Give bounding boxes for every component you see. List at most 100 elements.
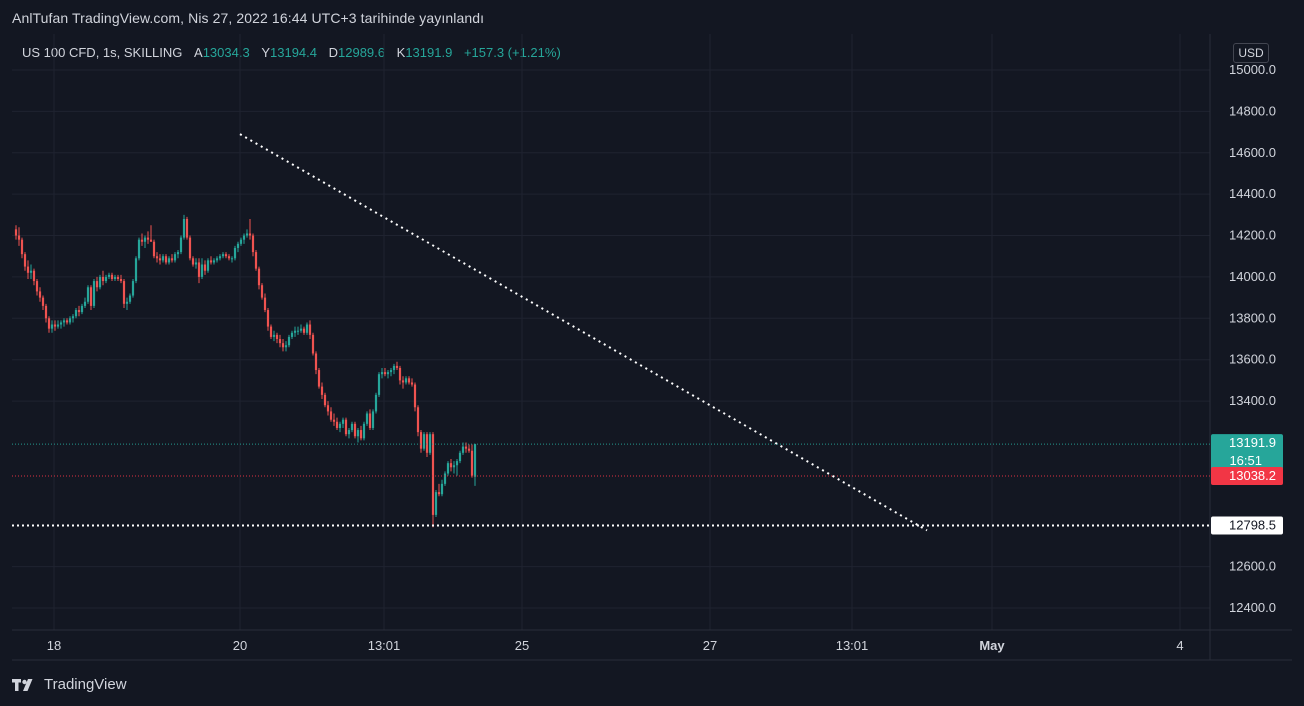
- candle-body: [353, 423, 357, 437]
- candle: [101, 270, 105, 286]
- candle-body: [149, 239, 153, 242]
- candle-body: [158, 258, 162, 261]
- candle: [77, 305, 81, 317]
- tradingview-footer[interactable]: TradingView: [12, 676, 127, 693]
- candle: [452, 461, 456, 474]
- candle-body: [452, 465, 456, 468]
- candle: [347, 427, 351, 439]
- candle-body: [17, 235, 21, 240]
- candle-body: [167, 258, 171, 263]
- candle: [464, 442, 468, 453]
- candle: [113, 274, 117, 282]
- candle: [341, 417, 345, 428]
- candle-body: [329, 411, 333, 420]
- candle: [458, 450, 462, 464]
- candle-body: [86, 287, 90, 302]
- candle: [413, 382, 417, 412]
- candle-body: [218, 256, 222, 259]
- candle-body: [437, 492, 441, 495]
- price-tick-label: 12600.0: [1229, 559, 1276, 574]
- candle: [473, 443, 477, 486]
- price-tick-label: 14200.0: [1229, 228, 1276, 243]
- candle: [470, 444, 474, 478]
- close-label: K: [396, 45, 406, 60]
- candle: [212, 258, 216, 265]
- candle: [434, 490, 438, 517]
- candle-body: [164, 256, 168, 263]
- candle-body: [275, 334, 279, 339]
- candle: [257, 266, 261, 290]
- candle-body: [182, 218, 186, 238]
- price-tag-value: 12798.5: [1229, 518, 1276, 533]
- candle-body: [338, 423, 342, 428]
- candle: [374, 392, 378, 414]
- candle-body: [71, 316, 75, 319]
- candle: [92, 278, 96, 308]
- candle-body: [251, 235, 255, 253]
- candle-body: [248, 233, 252, 236]
- low-label: D: [328, 45, 339, 60]
- candle-body: [200, 264, 204, 277]
- candle-body: [194, 262, 198, 265]
- candle: [431, 432, 435, 528]
- candle: [332, 413, 336, 426]
- high-value: 13194.4: [270, 45, 317, 60]
- candle-body: [47, 318, 51, 329]
- candle-body: [245, 233, 249, 236]
- candle: [203, 260, 207, 275]
- candle: [290, 330, 294, 339]
- candle-body: [206, 260, 210, 271]
- candle: [215, 256, 219, 263]
- candle: [173, 252, 177, 263]
- candle: [152, 239, 156, 259]
- candle-body: [308, 324, 312, 335]
- candle: [218, 254, 222, 261]
- candle-body: [434, 492, 438, 515]
- candle: [233, 245, 237, 261]
- candle-body: [443, 473, 447, 484]
- candle: [362, 421, 366, 441]
- candle: [53, 320, 57, 331]
- candle-body: [233, 247, 237, 259]
- candle-body: [224, 254, 228, 257]
- time-axis-labels: 18 20 13:01 25 27 13:01 May 4: [47, 638, 1184, 653]
- candle-body: [104, 276, 108, 282]
- candle-body: [155, 256, 159, 259]
- candle-body: [287, 336, 291, 346]
- candle-body: [362, 423, 366, 439]
- candle-body: [80, 305, 84, 313]
- candle: [122, 278, 126, 308]
- candle-body: [473, 444, 477, 477]
- candle: [308, 320, 312, 339]
- candle-body: [317, 370, 321, 387]
- currency-button[interactable]: USD: [1233, 43, 1269, 63]
- candle: [230, 256, 234, 263]
- candle-body: [176, 252, 180, 255]
- candle-body: [185, 218, 189, 238]
- candle-body: [263, 297, 267, 311]
- candle: [149, 225, 153, 242]
- time-tick-label: 25: [515, 638, 529, 653]
- price-tag-box: [1211, 434, 1283, 471]
- candle-body: [101, 276, 105, 282]
- candle: [26, 260, 30, 279]
- symbol-name[interactable]: US 100 CFD, 1s, SKILLING: [22, 45, 183, 60]
- trendline: [239, 133, 928, 532]
- candle-body: [455, 461, 459, 466]
- candle: [44, 303, 48, 323]
- candle-body: [401, 380, 405, 383]
- price-tick-label: 13600.0: [1229, 352, 1276, 367]
- candle-body: [89, 287, 93, 306]
- candle-body: [461, 446, 465, 453]
- candle-body: [446, 463, 450, 474]
- candle-body: [242, 235, 246, 240]
- price-tick-label: 14600.0: [1229, 145, 1276, 160]
- candle-body: [404, 378, 408, 383]
- candle: [89, 285, 93, 311]
- candle-body: [116, 276, 120, 279]
- candle: [17, 227, 21, 246]
- candle: [74, 307, 78, 319]
- candle: [263, 293, 267, 313]
- candle-body: [347, 430, 351, 435]
